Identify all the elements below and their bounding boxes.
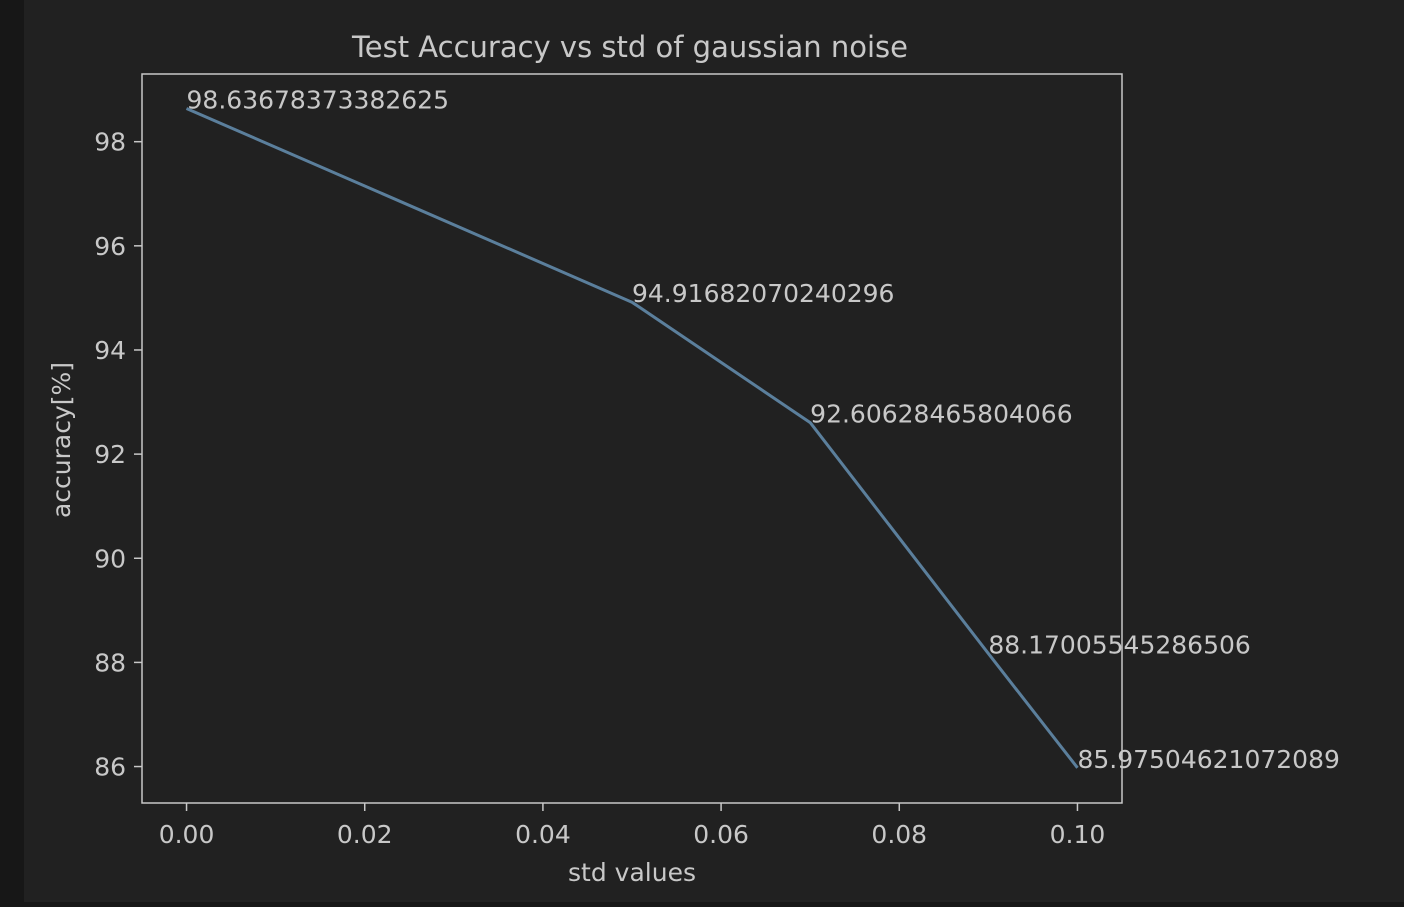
series-line	[185, 107, 1079, 769]
data-label: 94.91682070240296	[632, 279, 894, 308]
data-label: 85.97504621072089	[1077, 745, 1339, 774]
y-tick-label: 98	[94, 128, 126, 157]
chart-figure: Test Accuracy vs std of gaussian noise 8…	[24, 0, 1404, 902]
data-label: 88.17005545286506	[988, 631, 1250, 660]
x-tick-label: 0.00	[159, 820, 215, 849]
x-tick-label: 0.04	[515, 820, 571, 849]
y-tick-label: 86	[94, 753, 126, 782]
chart-title: Test Accuracy vs std of gaussian noise	[351, 30, 908, 64]
x-tick-label: 0.08	[871, 820, 927, 849]
axes-frame	[141, 73, 1123, 804]
y-tick-label: 92	[94, 440, 126, 469]
data-label: 98.63678373382625	[187, 86, 449, 115]
line-chart: Test Accuracy vs std of gaussian noise 8…	[47, 30, 1340, 887]
x-axis-label: std values	[568, 858, 696, 887]
x-axis: 0.00 0.02 0.04 0.06 0.08 0.10	[159, 803, 1106, 849]
x-tick-label: 0.06	[693, 820, 749, 849]
y-axis-label: accuracy[%]	[47, 362, 76, 518]
y-tick-label: 96	[94, 232, 126, 261]
y-tick-label: 94	[94, 336, 126, 365]
x-tick-label: 0.10	[1050, 820, 1106, 849]
y-tick-label: 90	[94, 544, 126, 573]
x-tick-label: 0.02	[337, 820, 393, 849]
data-labels: 98.63678373382625 94.91682070240296 92.606…	[187, 86, 1340, 774]
data-label: 92.60628465804066	[810, 400, 1072, 429]
y-axis: 86 88 90 92 94 96 98	[94, 128, 142, 782]
y-tick-label: 88	[94, 648, 126, 677]
